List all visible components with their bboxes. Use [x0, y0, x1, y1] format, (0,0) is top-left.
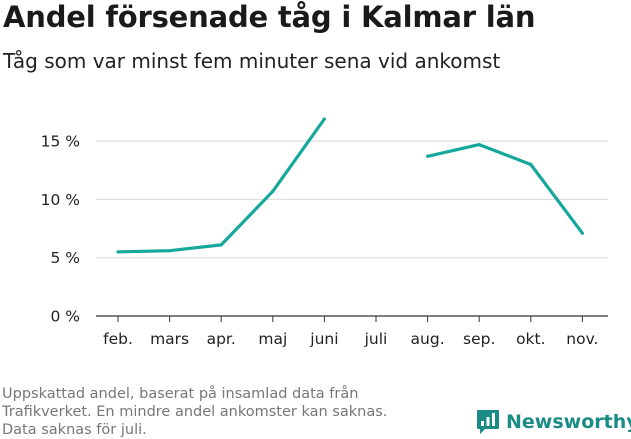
x-tick-label: feb. [103, 330, 133, 348]
x-tick-label: apr. [207, 330, 236, 348]
data-point [322, 117, 326, 121]
series-line [427, 143, 584, 235]
brand-name: Newsworthy [506, 411, 631, 433]
footer-note-line: Data saknas för juli. [2, 422, 147, 438]
data-point [426, 154, 430, 158]
chart-subtitle: Tåg som var minst fem minuter sena vid a… [3, 49, 501, 73]
y-tick-label: 5 % [50, 249, 80, 267]
x-tick-label: sep. [463, 330, 495, 348]
x-tick-label: juni [309, 330, 338, 348]
series-line [117, 118, 326, 254]
data-point [580, 231, 585, 235]
chart-title: Andel försenade tåg i Kalmar län [3, 0, 536, 34]
data-point [477, 143, 481, 147]
x-tick-label: aug. [411, 330, 445, 348]
x-tick-label: okt. [516, 330, 545, 348]
data-point [219, 243, 223, 247]
data-point [529, 162, 533, 167]
data-point [168, 249, 172, 253]
x-axis-ticks: feb. mars apr. maj juni juli aug. sep. okt. nov. [103, 316, 599, 348]
newsworthy-logo: Newsworthy [476, 409, 631, 435]
x-tick-label: nov. [566, 330, 598, 348]
y-tick-label: 15 % [41, 133, 80, 151]
x-tick-label: mars [150, 330, 189, 348]
x-tick-label: juli [364, 330, 388, 348]
footer-note-line: Trafikverket. En mindre andel ankomster … [2, 404, 388, 420]
y-tick-label: 10 % [41, 191, 80, 209]
data-series [116, 117, 585, 254]
footer-note: Uppskattad andel, baserat på insamlad da… [2, 385, 442, 439]
gridlines [96, 140, 608, 317]
line-chart: 0 % 5 % 10 % 15 % feb. mars apr. maj juni juli au… [41, 117, 608, 348]
footer-note-line: Uppskattad andel, baserat på insamlad da… [2, 386, 359, 402]
y-axis-ticks: 0 % 5 % 10 % 15 % [41, 133, 80, 326]
bar-chart-speech-bubble-icon [477, 410, 499, 434]
x-tick-label: maj [258, 330, 287, 348]
data-point [116, 250, 120, 254]
data-point [271, 189, 275, 193]
y-tick-label: 0 % [50, 308, 80, 326]
